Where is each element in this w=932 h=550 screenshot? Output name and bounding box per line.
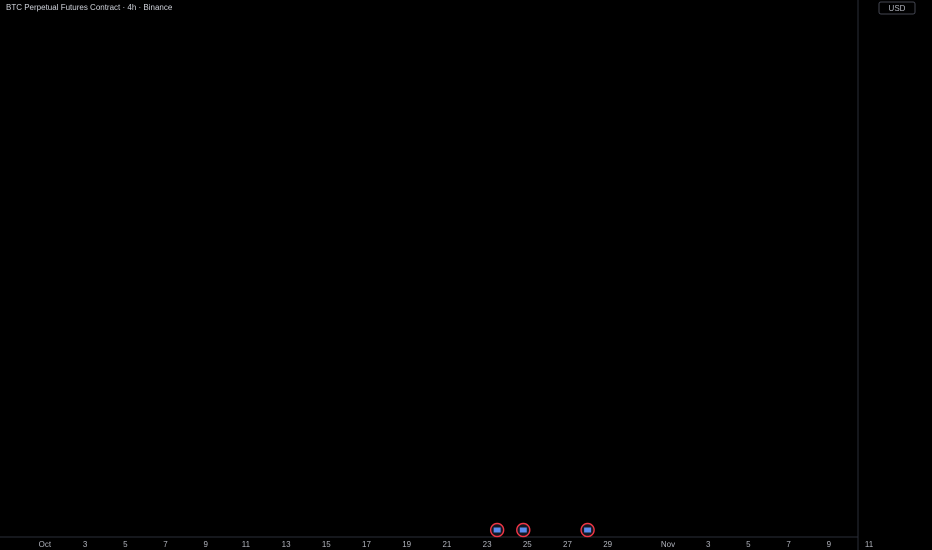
currency-box[interactable] <box>878 1 916 15</box>
x-tick-label: 27 <box>563 540 572 549</box>
x-tick-label: 5 <box>123 540 128 549</box>
x-tick-label: 19 <box>402 540 411 549</box>
x-tick-label: 17 <box>362 540 371 549</box>
x-tick-label: 7 <box>163 540 168 549</box>
chart-title: BTC Perpetual Futures Contract · 4h · Bi… <box>6 3 173 12</box>
event-flag-icon <box>493 527 501 533</box>
x-tick-label: 21 <box>442 540 451 549</box>
event-flag-icon <box>519 527 527 533</box>
x-tick-label: 9 <box>827 540 832 549</box>
currency-label: USD <box>889 4 906 13</box>
x-tick-label: 23 <box>483 540 492 549</box>
x-tick-label: 13 <box>282 540 291 549</box>
x-tick-label: 7 <box>786 540 791 549</box>
x-tick-label: Nov <box>661 540 675 549</box>
x-tick-label: 25 <box>523 540 532 549</box>
event-flag-icon <box>584 527 592 533</box>
x-tick-label: 11 <box>242 540 251 549</box>
x-tick-label: 5 <box>746 540 751 549</box>
x-tick-label: 11 <box>865 540 874 549</box>
x-tick-label: Oct <box>39 540 52 549</box>
x-tick-label: 15 <box>322 540 331 549</box>
x-tick-label: 3 <box>706 540 711 549</box>
x-tick-label: 29 <box>603 540 612 549</box>
x-tick-label: 9 <box>203 540 208 549</box>
x-tick-label: 3 <box>83 540 88 549</box>
